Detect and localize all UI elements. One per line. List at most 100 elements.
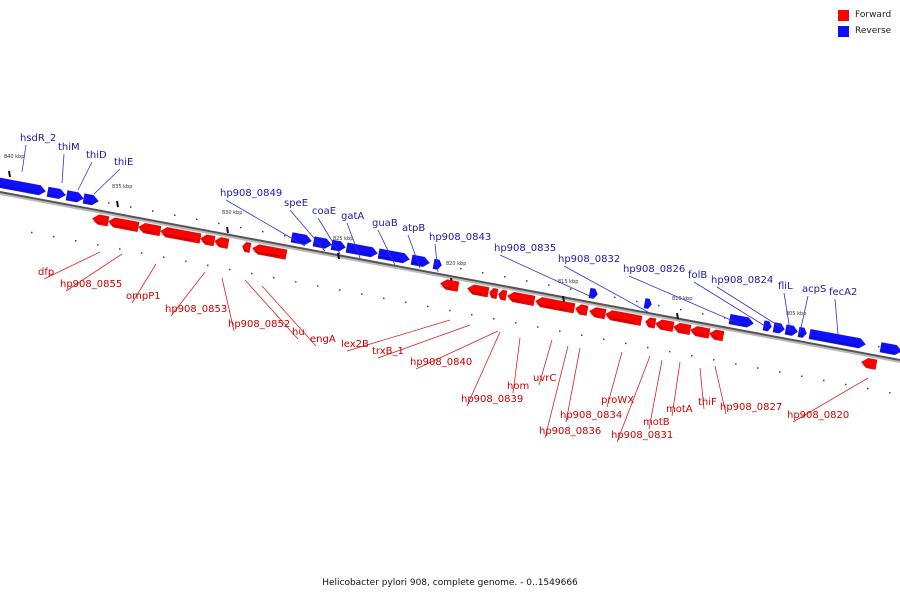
tick-mark <box>226 226 229 234</box>
reverse-gene-label-atpb: atpB <box>402 223 425 234</box>
minor-tick-top <box>636 300 638 303</box>
legend-item-forward: Forward <box>838 8 891 22</box>
reverse-gene-label-thid: thiD <box>86 150 107 161</box>
reverse-gene-leader-line <box>77 161 93 191</box>
minor-tick-top <box>724 317 726 319</box>
minor-tick-bottom <box>647 346 649 349</box>
forward-gene-leader-line <box>792 377 869 423</box>
minor-tick-top <box>108 202 110 204</box>
reverse-gene-leader-line <box>21 144 27 173</box>
minor-tick-top <box>482 271 484 274</box>
reverse-gene-leader-line <box>407 234 421 269</box>
minor-tick-top <box>658 304 660 307</box>
forward-gene-leader-line <box>221 277 235 332</box>
reverse-gene-leader-line <box>799 295 809 333</box>
reverse-gene-label-acps: acpS <box>802 284 826 295</box>
forward-gene-label-hp908-0831: hp908_0831 <box>611 430 673 441</box>
reverse-gene-arrow <box>728 313 755 328</box>
forward-gene-leader-line <box>65 253 123 292</box>
forward-gene-label-trxb-1: trxB_1 <box>372 346 404 357</box>
reverse-gene-leader-line <box>499 254 595 299</box>
forward-gene-leader-line <box>512 337 521 394</box>
minor-tick-bottom <box>141 252 143 254</box>
minor-tick-bottom <box>779 371 781 373</box>
reverse-gene-leader-line <box>289 209 326 252</box>
minor-tick-top <box>614 296 616 299</box>
forward-gene-leader-line <box>43 251 101 280</box>
minor-tick-top <box>240 226 242 229</box>
reverse-gene-arrow <box>377 248 411 264</box>
reverse-gene-arrow <box>784 324 798 337</box>
minor-tick-bottom <box>339 289 341 291</box>
forward-gene-leader-line <box>170 271 206 317</box>
forward-gene-arrow <box>91 214 110 227</box>
minor-tick-bottom <box>229 268 231 271</box>
reverse-gene-label-folb: folB <box>688 270 707 281</box>
reverse-gene-arrow <box>797 326 807 339</box>
reverse-gene-leader-line <box>434 243 439 273</box>
minor-tick-bottom <box>471 313 473 316</box>
forward-gene-label-dfp: dfp <box>38 267 54 278</box>
minor-tick-bottom <box>603 338 605 341</box>
forward-gene-label-hp908-0827: hp908_0827 <box>720 402 782 413</box>
forward-gene-label-prowx: proWX <box>601 395 634 406</box>
reverse-gene-arrow <box>588 287 598 299</box>
tick-label: 840 kbp <box>4 154 24 160</box>
minor-tick-top <box>174 214 176 216</box>
forward-gene-arrow <box>159 227 202 244</box>
reverse-gene-leader-line <box>346 222 361 259</box>
reverse-gene-label-hp908-0835: hp908_0835 <box>494 243 556 254</box>
forward-gene-label-mota: motA <box>666 404 693 415</box>
forward-gene-leader-line <box>616 355 651 443</box>
forward-gene-arrow <box>137 222 162 237</box>
forward-gene-leader-line <box>671 361 681 417</box>
minor-tick-bottom <box>361 293 363 295</box>
reverse-gene-label-thim: thiM <box>58 142 80 153</box>
reverse-gene-arrow <box>808 328 867 349</box>
forward-gene-arrow <box>860 357 878 370</box>
tick-mark <box>337 252 340 260</box>
reverse-gene-leader-line <box>563 265 649 313</box>
minor-tick-top <box>218 222 220 225</box>
minor-tick-bottom <box>735 363 737 365</box>
minor-tick-top <box>262 230 264 233</box>
forward-gene-arrow <box>672 322 692 336</box>
forward-gene-label-hom: hom <box>507 381 529 392</box>
forward-gene-arrow <box>439 279 460 292</box>
minor-tick-bottom <box>449 309 451 312</box>
reverse-gene-arrow <box>312 236 333 249</box>
minor-tick-bottom <box>845 383 847 386</box>
reverse-gene-label-thie: thiE <box>114 157 133 168</box>
forward-gene-arrow <box>689 325 711 339</box>
forward-gene-label-hp908-0839: hp908_0839 <box>461 394 523 405</box>
reverse-gene-label-spee: speE <box>284 198 308 209</box>
forward-gene-label-ompp1: ompP1 <box>126 291 161 302</box>
reverse-gene-arrow <box>772 322 785 334</box>
minor-tick-bottom <box>185 260 187 263</box>
forward-gene-leader-line <box>544 345 569 439</box>
tick-label: 825 kbp <box>333 236 353 242</box>
forward-gene-arrow <box>645 317 657 329</box>
minor-tick-bottom <box>691 354 693 357</box>
reverse-gene-arrow <box>82 193 100 206</box>
reverse-gene-arrow <box>330 239 347 252</box>
reverse-gene-label-guab: guaB <box>372 218 398 229</box>
forward-gene-label-motb: motB <box>643 417 670 428</box>
minor-tick-top <box>460 267 462 270</box>
forward-gene-arrow <box>506 291 536 307</box>
legend-item-reverse: Reverse <box>838 24 891 38</box>
forward-gene-label-hp908-0852: hp908_0852 <box>228 319 290 330</box>
minor-tick-bottom <box>97 244 99 246</box>
reverse-gene-label-hp908-0832: hp908_0832 <box>558 254 620 265</box>
forward-gene-leader-line <box>131 263 157 304</box>
forward-gene-leader-line <box>648 359 663 430</box>
minor-tick-bottom <box>823 379 825 382</box>
reverse-gene-label-hp908-0826: hp908_0826 <box>623 264 685 275</box>
minor-tick-top <box>878 345 880 348</box>
reverse-gene-arrow <box>345 242 379 258</box>
forward-gene-label-hp908-0855: hp908_0855 <box>60 279 122 290</box>
forward-gene-leader-line <box>538 339 553 386</box>
forward-gene-leader-line <box>565 347 581 423</box>
minor-tick-bottom <box>273 276 275 279</box>
forward-gene-leader-line <box>415 330 499 370</box>
